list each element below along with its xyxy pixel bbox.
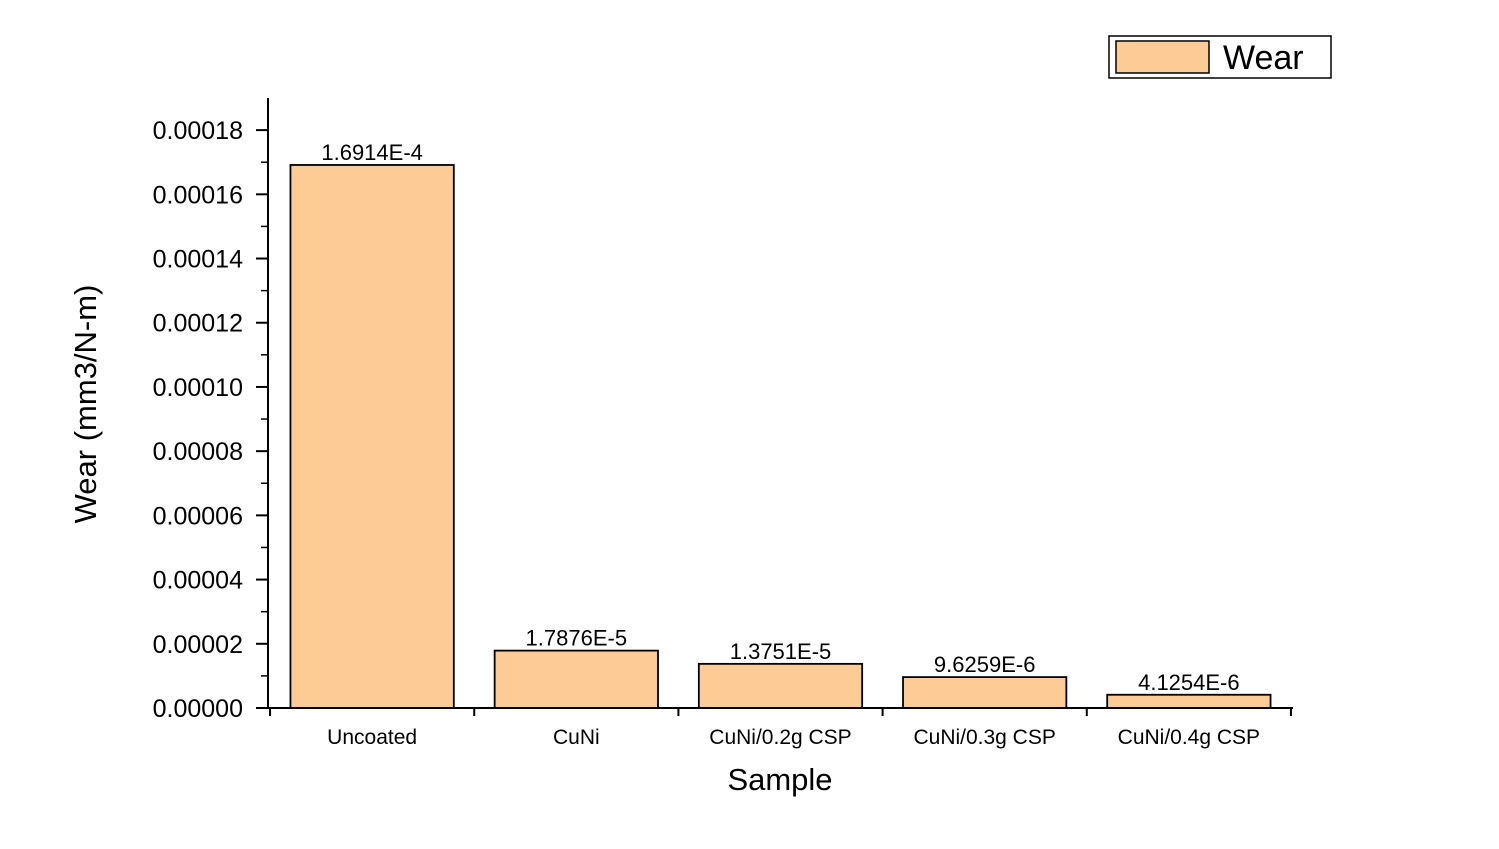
y-tick-label: 0.00002 xyxy=(153,631,243,659)
y-tick-label: 0.00008 xyxy=(153,438,243,466)
bar xyxy=(1106,693,1272,709)
bar-value-label: 9.6259E-6 xyxy=(934,652,1036,677)
y-tick-label: 0.00018 xyxy=(153,117,243,145)
y-tick-label: 0.00016 xyxy=(153,181,243,209)
x-tick-label: Uncoated xyxy=(327,726,417,749)
legend-label: Wear xyxy=(1223,39,1304,77)
x-tick-label: CuNi xyxy=(553,726,600,749)
legend: Wear xyxy=(1108,35,1332,79)
y-tick-label: 0.00000 xyxy=(153,695,243,723)
bar-value-label: 1.6914E-4 xyxy=(321,140,423,165)
y-ticks-group: 0.00000 0.00002 0.00004 0.00006 0.00008 0.000… xyxy=(153,117,268,723)
bar xyxy=(697,662,864,709)
bar xyxy=(902,676,1068,709)
bar xyxy=(493,649,659,709)
bar xyxy=(289,164,455,709)
bars-group xyxy=(289,164,1272,709)
bar-value-label: 1.3751E-5 xyxy=(730,639,832,664)
x-ticks-group: Uncoated CuNi CuNi/0.2g CSP CuNi/0.3g CSP Cu… xyxy=(269,708,1292,749)
y-tick-label: 0.00004 xyxy=(153,567,243,595)
legend-swatch xyxy=(1115,40,1210,74)
x-tick-label: CuNi/0.4g CSP xyxy=(1118,726,1260,749)
y-tick-label: 0.00010 xyxy=(153,374,243,402)
bar-value-label: 1.7876E-5 xyxy=(526,626,628,651)
bar-value-label: 4.1254E-6 xyxy=(1138,670,1240,695)
x-axis-title: Sample xyxy=(727,762,832,797)
y-axis-title: Wear (mm3/N-m) xyxy=(68,285,103,524)
y-tick-label: 0.00006 xyxy=(153,502,243,530)
x-tick-label: CuNi/0.2g CSP xyxy=(709,726,851,749)
x-tick-label: CuNi/0.3g CSP xyxy=(913,726,1055,749)
data-labels-group: 1.6914E-4 1.7876E-5 1.3751E-5 9.6259E-6 4.12… xyxy=(321,140,1239,695)
y-tick-label: 0.00012 xyxy=(153,310,243,338)
y-tick-label: 0.00014 xyxy=(153,246,243,274)
